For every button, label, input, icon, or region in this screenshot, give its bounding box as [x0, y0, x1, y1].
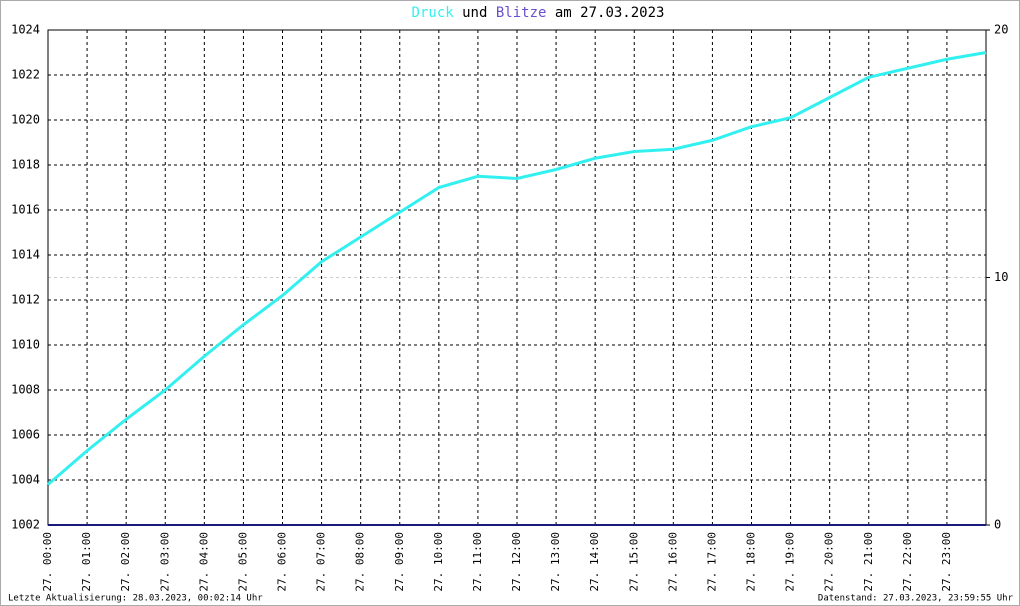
x-tick-label: 27. 13:00 — [549, 532, 562, 592]
x-tick-label: 27. 04:00 — [197, 532, 210, 592]
y-tick-label: 1018 — [11, 158, 40, 172]
x-tick-label: 27. 10:00 — [432, 532, 445, 592]
chart-title: Druck und Blitze am 27.03.2023 — [412, 5, 665, 21]
y-tick-label: 1022 — [11, 68, 40, 82]
x-tick-label: 27. 00:00 — [41, 532, 54, 592]
y-tick-label: 1010 — [11, 338, 40, 352]
x-tick-label: 27. 17:00 — [705, 532, 718, 592]
y-tick-label: 1024 — [11, 23, 40, 37]
x-tick-label: 27. 11:00 — [471, 532, 484, 592]
y-tick-label: 1012 — [11, 293, 40, 307]
x-tick-label: 27. 12:00 — [510, 532, 523, 592]
title-suffix: am 27.03.2023 — [555, 5, 665, 21]
x-tick-label: 27. 09:00 — [393, 532, 406, 592]
y2-tick-label: 20 — [994, 23, 1008, 37]
y2-tick-label: 0 — [994, 518, 1001, 532]
x-tick-label: 27. 20:00 — [823, 532, 836, 592]
x-tick-label: 27. 23:00 — [940, 532, 953, 592]
x-tick-label: 27. 01:00 — [80, 532, 93, 592]
y-tick-label: 1004 — [11, 473, 40, 487]
x-tick-label: 27. 06:00 — [276, 532, 289, 592]
y-tick-label: 1016 — [11, 203, 40, 217]
y-tick-label: 1020 — [11, 113, 40, 127]
x-tick-label: 27. 21:00 — [862, 532, 875, 592]
y-tick-label: 1002 — [11, 518, 40, 532]
x-tick-label: 27. 02:00 — [119, 532, 132, 592]
title-blitze: Blitze — [496, 5, 547, 21]
x-tick-label: 27. 19:00 — [784, 532, 797, 592]
x-tick-label: 27. 05:00 — [236, 532, 249, 592]
footer-left: Letzte Aktualisierung: 28.03.2023, 00:02… — [8, 594, 263, 604]
x-tick-label: 27. 08:00 — [354, 532, 367, 592]
x-tick-label: 27. 18:00 — [745, 532, 758, 592]
x-tick-label: 27. 16:00 — [666, 532, 679, 592]
footer-right: Datenstand: 27.03.2023, 23:59:55 Uhr — [818, 594, 1014, 604]
y-tick-label: 1014 — [11, 248, 40, 262]
y-tick-label: 1008 — [11, 383, 40, 397]
series-line — [47, 51, 987, 486]
x-tick-label: 27. 14:00 — [588, 532, 601, 592]
title-connector: und — [462, 5, 487, 21]
y-tick-label: 1006 — [11, 428, 40, 442]
x-tick-label: 27. 07:00 — [315, 532, 328, 592]
x-tick-label: 27. 03:00 — [158, 532, 171, 592]
title-druck: Druck — [412, 5, 455, 21]
x-tick-label: 27. 22:00 — [901, 532, 914, 592]
x-tick-label: 27. 15:00 — [627, 532, 640, 592]
y2-tick-label: 10 — [994, 270, 1008, 284]
